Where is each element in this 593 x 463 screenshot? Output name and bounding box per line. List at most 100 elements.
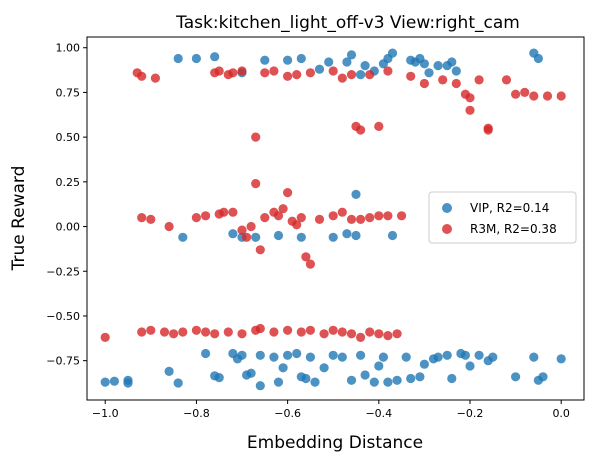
vip-point (283, 55, 293, 65)
r3m-point (255, 245, 265, 255)
vip-point (283, 350, 293, 360)
r3m-point (100, 332, 110, 342)
x-tick-label: −0.4 (365, 407, 392, 420)
r3m-point (269, 327, 279, 337)
r3m-point (255, 323, 265, 334)
vip-point (356, 70, 366, 80)
vip-point (201, 348, 211, 359)
legend-label-vip: VIP, R2=0.14 (470, 201, 549, 215)
r3m-point (556, 91, 566, 101)
r3m-point (251, 179, 261, 189)
r3m-point (178, 327, 188, 337)
r3m-point (296, 327, 306, 337)
vip-point (447, 57, 457, 67)
vip-point (301, 373, 311, 384)
r3m-point (451, 78, 461, 89)
vip-point (278, 363, 288, 373)
vip-point (383, 377, 393, 387)
r3m-point (465, 93, 475, 103)
vip-point (465, 361, 475, 371)
y-tick-label: 0.00 (56, 221, 81, 234)
vip-point (351, 230, 361, 241)
legend-box (428, 191, 577, 244)
vip-point (273, 230, 284, 241)
r3m-point (337, 207, 347, 217)
vip-point (260, 55, 270, 65)
legend: VIP, R2=0.14 R3M, R2=0.38 (428, 191, 577, 244)
vip-point (164, 366, 174, 376)
vip-point (273, 377, 284, 387)
x-tick-label: 0.0 (552, 407, 570, 420)
r3m-point (278, 204, 288, 214)
vip-point (529, 352, 539, 362)
y-axis: −0.75 −0.50 −0.25 0.00 0.25 0.50 0.75 1.00 (46, 42, 87, 368)
vip-point (351, 189, 361, 199)
r3m-point (146, 325, 156, 335)
y-axis-title: True Reward (9, 166, 29, 272)
r3m-point (365, 327, 375, 337)
r3m-point (137, 71, 147, 81)
r3m-point (283, 71, 293, 81)
r3m-point (283, 325, 293, 335)
r3m-point (474, 75, 484, 85)
r3m-point (237, 66, 247, 76)
x-tick-label: −0.8 (183, 407, 210, 420)
vip-point (246, 368, 256, 378)
vip-point (433, 61, 443, 71)
r3m-point (356, 332, 366, 342)
vip-point (346, 50, 357, 60)
vip-point (488, 352, 498, 362)
vip-point (255, 381, 265, 391)
vip-point (319, 363, 329, 373)
vip-point (337, 352, 347, 362)
r3m-point (273, 211, 284, 221)
r3m-point (260, 68, 270, 78)
y-tick-label: 1.00 (56, 42, 81, 55)
vip-point (328, 350, 338, 360)
vip-point (433, 352, 443, 362)
r3m-point (283, 188, 293, 198)
vip-point (296, 53, 306, 64)
y-tick-label: 0.75 (56, 86, 81, 99)
r3m-point (483, 125, 493, 135)
r3m-point (328, 325, 338, 335)
vip-point (369, 377, 379, 387)
vip-point (533, 53, 544, 64)
x-tick-label: −0.2 (457, 407, 484, 420)
r3m-point (237, 329, 247, 339)
r3m-point (365, 70, 375, 80)
r3m-point (520, 87, 530, 97)
y-tick-label: 0.50 (56, 131, 81, 144)
r3m-point (337, 73, 347, 83)
vip-point (415, 372, 425, 382)
r3m-point (365, 213, 375, 223)
r3m-point (137, 327, 147, 337)
r3m-point (146, 214, 156, 224)
r3m-point (383, 211, 393, 221)
points-layer (100, 48, 566, 391)
vip-point (314, 64, 325, 74)
vip-point (305, 352, 315, 362)
vip-point (401, 352, 411, 362)
r3m-point (169, 329, 179, 339)
r3m-point (305, 325, 315, 335)
vip-point (296, 232, 306, 242)
r3m-point (392, 329, 402, 339)
y-tick-label: −0.50 (46, 310, 80, 323)
legend-label-r3m: R3M, R2=0.38 (470, 222, 557, 236)
vip-point (178, 232, 188, 242)
vip-point (228, 229, 238, 239)
vip-point (342, 229, 352, 239)
x-tick-label: −1.0 (92, 407, 119, 420)
r3m-point (201, 327, 211, 337)
r3m-point (210, 329, 220, 339)
vip-point (442, 350, 452, 360)
r3m-point (374, 329, 384, 339)
r3m-point (314, 214, 325, 224)
legend-marker-vip (442, 203, 452, 213)
r3m-point (374, 121, 384, 131)
vip-point (100, 377, 110, 387)
r3m-point (219, 207, 229, 217)
r3m-point (150, 73, 160, 83)
